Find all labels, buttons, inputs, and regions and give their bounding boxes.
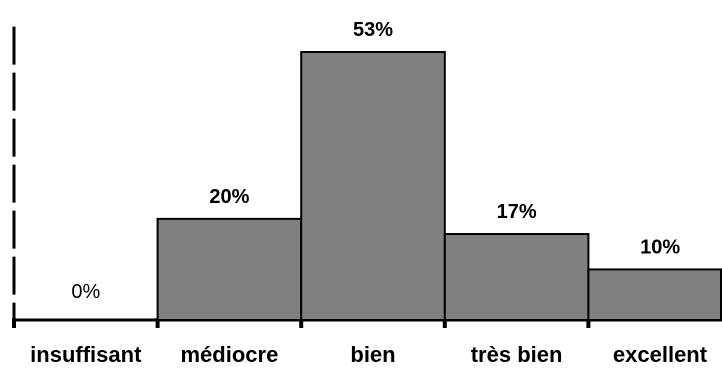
data-label-3: 17% — [497, 201, 537, 223]
bar-1 — [156, 217, 303, 321]
category-label-3: très bien — [471, 342, 563, 367]
data-labels-group: 0% 20% 53% 17% 10% — [71, 19, 680, 303]
category-label-1: médiocre — [180, 342, 278, 367]
bar-3 — [443, 233, 590, 321]
data-label-4: 10% — [640, 236, 680, 258]
data-label-2: 53% — [353, 19, 393, 41]
category-label-2: bien — [350, 342, 395, 367]
bar-2 — [300, 51, 446, 321]
category-label-4: excellent — [613, 342, 708, 367]
bar-4 — [587, 268, 722, 321]
category-labels-group: insuffisant médiocre bien très bien excellen… — [30, 342, 708, 367]
data-label-0: 0% — [71, 281, 100, 303]
data-label-1: 20% — [209, 186, 249, 208]
category-label-0: insuffisant — [30, 342, 142, 367]
bars-group — [156, 51, 722, 321]
